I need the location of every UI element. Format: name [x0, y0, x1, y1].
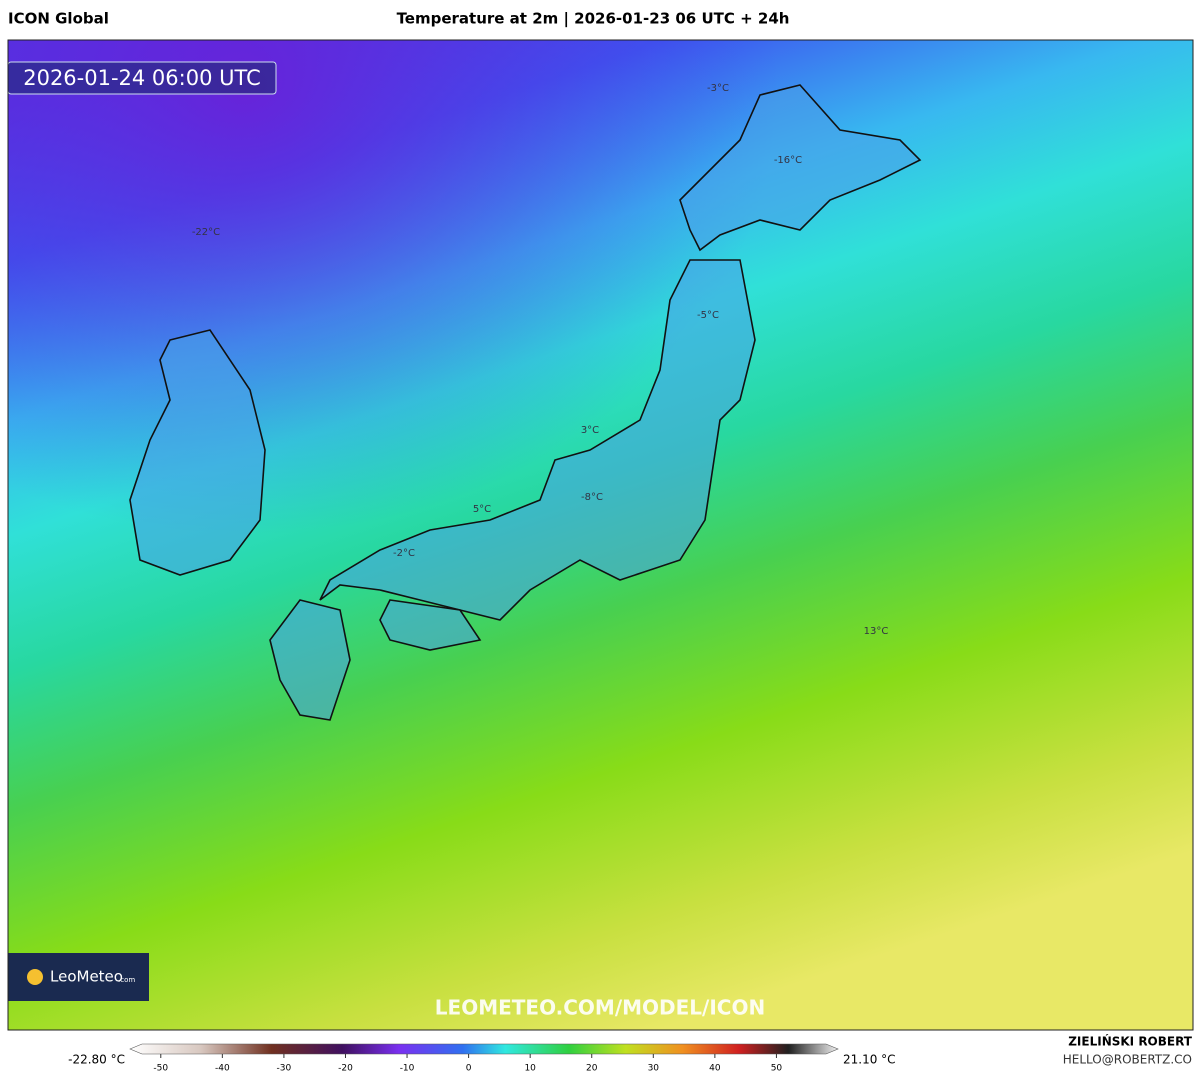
colorbar-tick-label: 0: [466, 1064, 472, 1074]
author: ZIELIŃSKI ROBERT: [1068, 1034, 1193, 1049]
legend-max: 21.10 °C: [843, 1053, 896, 1067]
temp-label: 5°C: [473, 504, 491, 515]
watermark: LEOMETEO.COM/MODEL/ICON: [435, 996, 765, 1020]
title: Temperature at 2m | 2026-01-23 06 UTC + …: [397, 10, 790, 29]
model-name: ICON Global: [8, 10, 109, 28]
temp-label: -8°C: [581, 492, 603, 503]
colorbar-tick-label: -20: [338, 1064, 353, 1074]
land: [129, 84, 922, 721]
valid-time: 2026-01-24 06:00 UTC: [23, 66, 261, 90]
email: HELLO@ROBERTZ.CO: [1063, 1053, 1192, 1067]
temp-label: -16°C: [774, 155, 802, 166]
colorbar-tick-label: -50: [153, 1064, 168, 1074]
temp-label: 13°C: [864, 626, 889, 637]
colorbar-tick-label: -40: [215, 1064, 230, 1074]
colorbar: [129, 1043, 839, 1055]
colorbar-tick-label: 10: [524, 1064, 536, 1074]
logo-brand: LeoMeteo: [50, 968, 123, 986]
time-box: [8, 61, 277, 95]
map-frame: [7, 39, 1194, 1031]
temp-label: -3°C: [707, 83, 729, 94]
temp-label: -2°C: [393, 548, 415, 559]
temp-label: 3°C: [581, 425, 599, 436]
temp-label: -5°C: [697, 310, 719, 321]
logo-suffix: .com: [118, 976, 135, 984]
colorbar-tick-label: 50: [771, 1064, 783, 1074]
colorbar-tick-label: 20: [586, 1064, 598, 1074]
temp-label: -22°C: [192, 227, 220, 238]
colorbar-tick-label: -10: [400, 1064, 415, 1074]
colorbar-tick-label: 40: [709, 1064, 721, 1074]
logo-sun: [27, 969, 43, 985]
legend-min: -22.80 °C: [68, 1053, 125, 1067]
colorbar-tick-label: -30: [277, 1064, 292, 1074]
map: 2026-01-24 06:00 UTC -3°C -16°C -22°C -5…: [8, 40, 1193, 1030]
colorbar-tick-label: 30: [648, 1064, 660, 1074]
